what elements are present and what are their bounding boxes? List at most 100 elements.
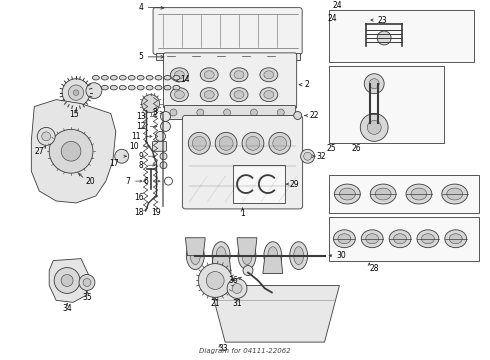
Ellipse shape bbox=[128, 85, 135, 90]
Circle shape bbox=[42, 132, 50, 141]
Ellipse shape bbox=[393, 234, 407, 244]
Ellipse shape bbox=[290, 242, 308, 270]
Polygon shape bbox=[210, 285, 340, 342]
Circle shape bbox=[79, 275, 95, 291]
Text: 11: 11 bbox=[131, 132, 141, 141]
Text: 12: 12 bbox=[136, 122, 146, 131]
Circle shape bbox=[61, 141, 81, 161]
Ellipse shape bbox=[93, 85, 99, 90]
Text: 27: 27 bbox=[34, 147, 44, 156]
Ellipse shape bbox=[137, 76, 144, 80]
Polygon shape bbox=[185, 238, 205, 256]
Ellipse shape bbox=[234, 91, 244, 99]
Circle shape bbox=[160, 162, 167, 169]
Ellipse shape bbox=[200, 68, 218, 82]
Circle shape bbox=[360, 113, 388, 141]
Circle shape bbox=[61, 275, 73, 287]
Ellipse shape bbox=[173, 85, 180, 90]
Polygon shape bbox=[49, 258, 89, 302]
FancyBboxPatch shape bbox=[152, 141, 167, 151]
Ellipse shape bbox=[137, 85, 144, 90]
Ellipse shape bbox=[238, 242, 256, 270]
Text: 2: 2 bbox=[305, 80, 309, 89]
Ellipse shape bbox=[164, 85, 171, 90]
Text: 1: 1 bbox=[240, 210, 245, 219]
Ellipse shape bbox=[110, 76, 117, 80]
Ellipse shape bbox=[186, 242, 204, 270]
Text: 33: 33 bbox=[218, 343, 228, 352]
Ellipse shape bbox=[174, 91, 184, 99]
Text: 20: 20 bbox=[86, 177, 96, 186]
Circle shape bbox=[246, 136, 260, 150]
Text: 36: 36 bbox=[228, 276, 238, 285]
Ellipse shape bbox=[334, 230, 355, 248]
Ellipse shape bbox=[411, 188, 427, 200]
Ellipse shape bbox=[264, 91, 274, 99]
Ellipse shape bbox=[171, 68, 188, 82]
Circle shape bbox=[37, 127, 55, 145]
Ellipse shape bbox=[260, 88, 278, 102]
Circle shape bbox=[155, 131, 166, 141]
Ellipse shape bbox=[204, 91, 214, 99]
Ellipse shape bbox=[294, 247, 304, 265]
Bar bbox=[329, 175, 479, 213]
Ellipse shape bbox=[164, 76, 171, 80]
Text: 26: 26 bbox=[351, 144, 361, 153]
Circle shape bbox=[86, 83, 102, 99]
Circle shape bbox=[273, 136, 287, 150]
Text: 24: 24 bbox=[332, 1, 342, 10]
Circle shape bbox=[192, 136, 206, 150]
Text: 29: 29 bbox=[290, 180, 299, 189]
Circle shape bbox=[54, 267, 80, 293]
Ellipse shape bbox=[155, 85, 162, 90]
Text: 15: 15 bbox=[69, 110, 79, 119]
Text: 28: 28 bbox=[369, 264, 379, 273]
Text: 10: 10 bbox=[129, 142, 139, 151]
Circle shape bbox=[188, 132, 210, 154]
Bar bbox=[233, 165, 285, 203]
Text: 25: 25 bbox=[326, 144, 336, 153]
Circle shape bbox=[160, 153, 167, 160]
Circle shape bbox=[367, 121, 381, 134]
Text: 16: 16 bbox=[134, 193, 144, 202]
Ellipse shape bbox=[449, 234, 462, 244]
Text: 3: 3 bbox=[153, 108, 158, 117]
Circle shape bbox=[215, 132, 237, 154]
Ellipse shape bbox=[361, 230, 383, 248]
Ellipse shape bbox=[260, 68, 278, 82]
Polygon shape bbox=[211, 256, 231, 274]
Circle shape bbox=[206, 271, 224, 289]
Text: 35: 35 bbox=[82, 293, 92, 302]
Text: 30: 30 bbox=[337, 251, 346, 260]
Circle shape bbox=[62, 79, 90, 107]
Ellipse shape bbox=[230, 68, 248, 82]
Ellipse shape bbox=[351, 13, 367, 19]
Text: 31: 31 bbox=[232, 299, 242, 308]
Polygon shape bbox=[263, 256, 283, 274]
Ellipse shape bbox=[101, 85, 108, 90]
Circle shape bbox=[304, 152, 312, 160]
FancyBboxPatch shape bbox=[165, 105, 295, 120]
Circle shape bbox=[243, 266, 253, 275]
Ellipse shape bbox=[146, 76, 153, 80]
Ellipse shape bbox=[370, 184, 396, 204]
FancyBboxPatch shape bbox=[153, 8, 302, 54]
Ellipse shape bbox=[389, 230, 411, 248]
Circle shape bbox=[242, 132, 264, 154]
Text: 5: 5 bbox=[139, 52, 144, 61]
Circle shape bbox=[277, 109, 284, 116]
Ellipse shape bbox=[212, 242, 230, 270]
Text: 22: 22 bbox=[310, 111, 319, 120]
Ellipse shape bbox=[128, 76, 135, 80]
Circle shape bbox=[269, 132, 291, 154]
Ellipse shape bbox=[447, 188, 463, 200]
Text: 24: 24 bbox=[328, 14, 338, 23]
FancyBboxPatch shape bbox=[164, 53, 296, 108]
Ellipse shape bbox=[190, 247, 200, 265]
Ellipse shape bbox=[335, 184, 360, 204]
Text: 34: 34 bbox=[62, 304, 72, 313]
Ellipse shape bbox=[171, 88, 188, 102]
Ellipse shape bbox=[216, 247, 226, 265]
Text: 7: 7 bbox=[126, 177, 131, 186]
Ellipse shape bbox=[234, 71, 244, 79]
